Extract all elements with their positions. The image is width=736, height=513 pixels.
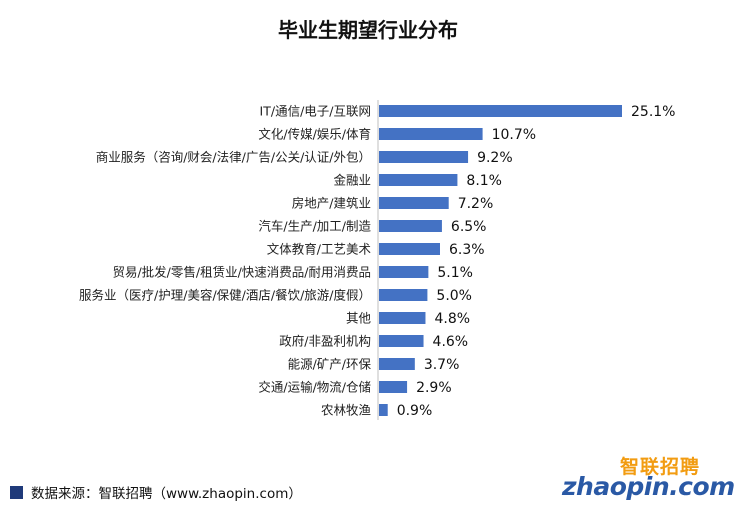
value-label: 6.3%	[449, 242, 485, 258]
logo-cn-text: 智联招聘	[620, 456, 701, 478]
bar	[379, 335, 424, 347]
category-label: IT/通信/电子/互联网	[260, 104, 371, 119]
value-label: 9.2%	[477, 150, 513, 166]
category-label: 政府/非盈利机构	[279, 334, 371, 349]
value-label: 7.2%	[458, 196, 494, 212]
category-label: 文化/传媒/娱乐/体育	[258, 127, 371, 142]
category-label: 农林牧渔	[321, 403, 371, 418]
category-label: 金融业	[333, 173, 371, 188]
category-label: 房地产/建筑业	[292, 196, 371, 211]
value-label: 6.5%	[451, 219, 487, 235]
bar	[379, 243, 440, 255]
bar	[379, 266, 429, 278]
value-label: 2.9%	[416, 380, 452, 396]
bar	[379, 381, 408, 393]
bar	[379, 174, 458, 186]
footer-square-icon	[10, 485, 23, 499]
bar	[379, 197, 449, 209]
bar	[379, 312, 426, 324]
value-label: 4.6%	[433, 334, 469, 350]
category-label: 交通/运输/物流/仓储	[258, 380, 371, 395]
category-label: 商业服务（咨询/财会/法律/广告/公关/认证/外包）	[96, 150, 371, 165]
bar-chart: IT/通信/电子/互联网 25.1% 文化/传媒/娱乐/体育 10.7% 商业服务（咨询…	[79, 100, 675, 420]
zhaopin-logo: 智联招聘 zhaopin.com	[562, 452, 735, 502]
bar	[379, 220, 442, 232]
value-label: 8.1%	[466, 173, 502, 189]
bar	[379, 128, 483, 140]
bar	[379, 105, 622, 117]
value-label: 5.1%	[437, 265, 473, 281]
footer: 数据来源：智联招聘（www.zhaopin.com）	[10, 482, 302, 502]
logo-en-text: zhaopin.com	[562, 472, 735, 501]
bar	[379, 289, 428, 301]
category-label: 服务业（医疗/护理/美容/保健/酒店/餐饮/旅游/度假）	[79, 288, 371, 303]
value-label: 5.0%	[436, 288, 472, 304]
category-label: 贸易/批发/零售/租赁业/快速消费品/耐用消费品	[112, 265, 371, 280]
bar	[379, 358, 415, 370]
category-label: 能源/矿产/环保	[288, 357, 372, 372]
chart-title: 毕业生期望行业分布	[278, 18, 458, 42]
value-label: 10.7%	[492, 127, 536, 143]
category-label: 汽车/生产/加工/制造	[258, 219, 371, 234]
value-label: 25.1%	[631, 104, 675, 120]
value-label: 4.8%	[434, 311, 470, 327]
category-label: 其他	[346, 311, 372, 326]
bar	[379, 404, 388, 416]
source-text: 数据来源：智联招聘（www.zhaopin.com）	[31, 486, 302, 502]
value-label: 0.9%	[397, 403, 433, 419]
bar	[379, 151, 469, 163]
value-label: 3.7%	[424, 357, 460, 373]
category-label: 文体教育/工艺美术	[267, 242, 372, 257]
